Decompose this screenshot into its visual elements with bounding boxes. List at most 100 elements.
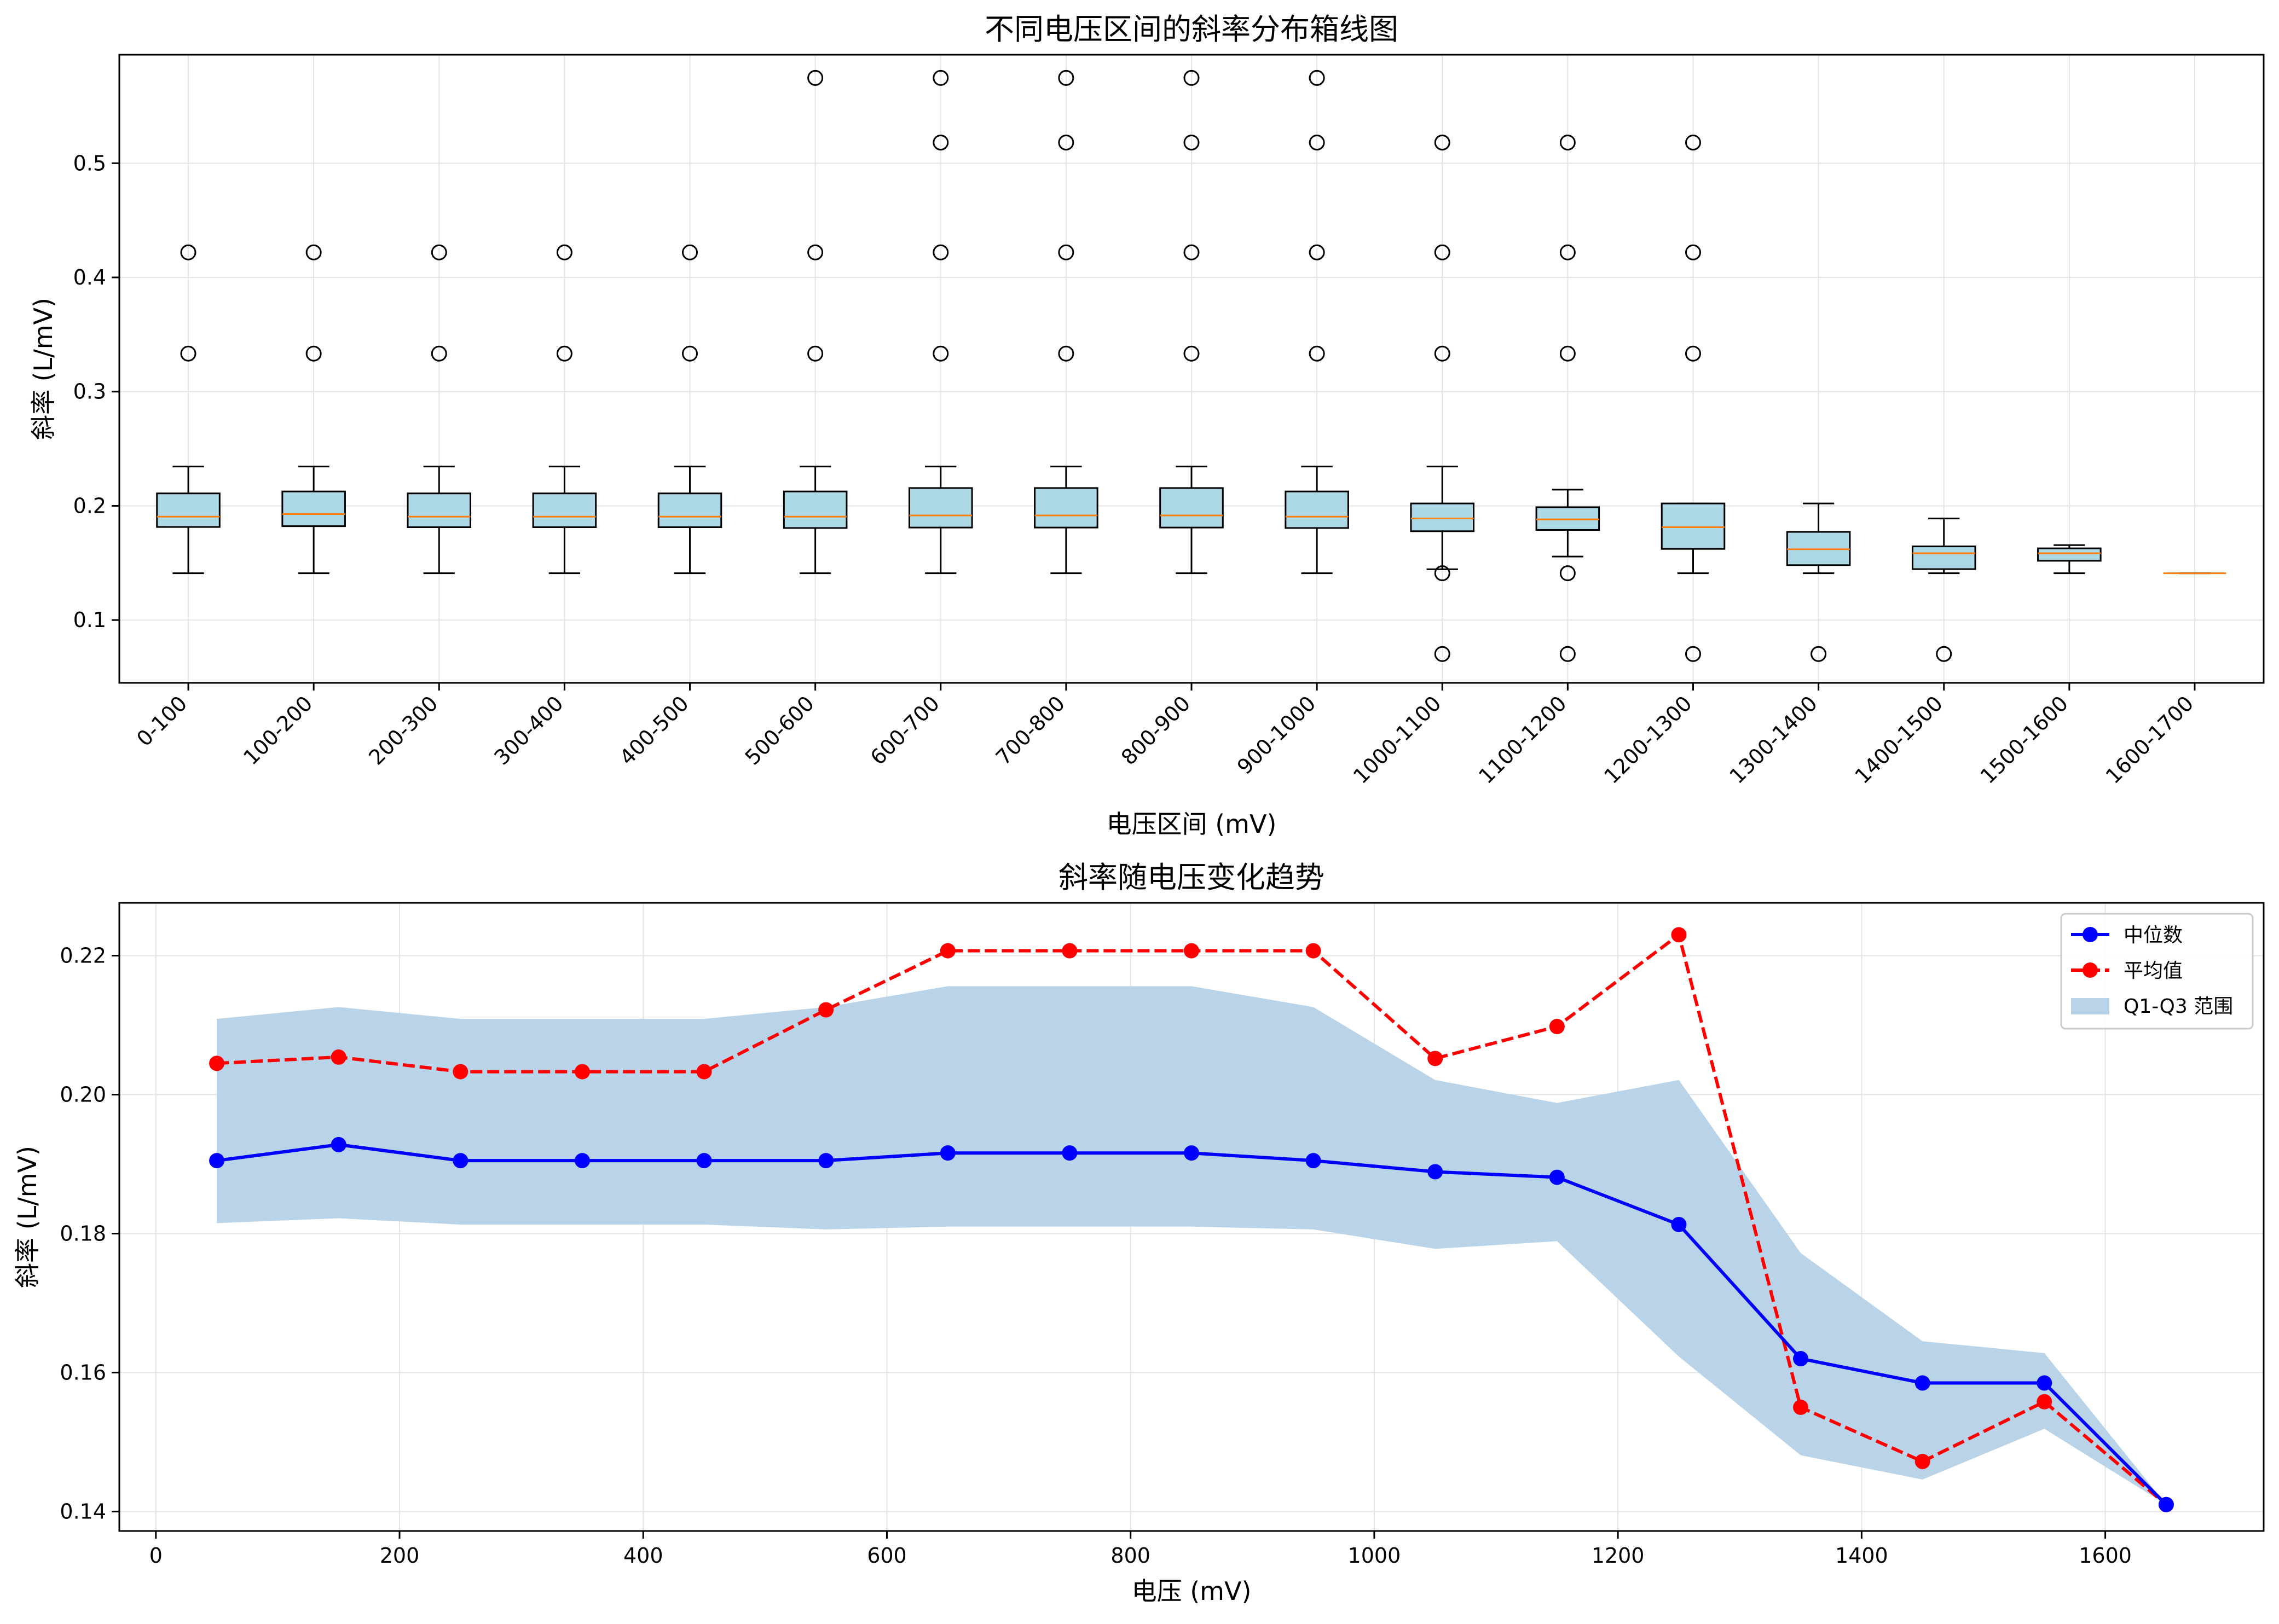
box-outlier [1434,345,1450,362]
box-outlier [1183,345,1200,362]
trend-x-ticks: 0 200 400 600 800 1000 1200 1400 1600 [149,1531,2132,1568]
series-point-median [331,1136,346,1152]
box-outlier [431,244,447,260]
box-outlier [1559,244,1576,260]
box-outlier [1058,135,1074,151]
trend-x-tick-label: 1400 [1835,1544,1888,1568]
series-point-median [574,1153,590,1169]
box-iqr [908,487,973,529]
box-outlier [1309,135,1325,151]
trend-series [209,927,2174,1512]
box-outlier [807,345,824,362]
box-outlier [1183,135,1200,151]
box-outlier [1434,565,1450,582]
box-iqr [1410,502,1475,532]
box-iqr [281,490,346,527]
boxplot-y-tick-label: 0.3 [73,380,106,404]
trend-chart: 0.14 0.16 0.18 0.20 0.22 0 200 400 600 800 1000 12… [13,860,2265,1606]
boxplot-y-ticks: 0.1 0.2 0.3 0.4 0.5 [73,151,119,632]
series-point-median [1184,1145,1199,1161]
box-outlier [1685,244,1701,260]
box-outlier [305,244,322,260]
box-outlier [180,345,196,362]
box-iqr [1911,546,1976,570]
box-outlier [1559,135,1576,151]
legend-median-label: 中位数 [2124,924,2183,947]
box-iqr [1159,487,1224,529]
boxplot-x-axis-label: 电压区间 (mV) [1107,809,1277,839]
series-point-mean [1793,1399,1809,1415]
box-outlier [180,244,196,260]
box-iqr [407,492,472,529]
box-outlier [933,135,949,151]
series-point-mean [818,1002,834,1018]
series-point-mean [1062,943,1078,959]
series-point-median [2158,1497,2174,1512]
trend-x-tick-label: 400 [623,1544,663,1568]
series-point-mean [1671,927,1687,943]
series-point-mean [209,1055,225,1071]
box-outlier [1685,135,1701,151]
trend-y-tick-label: 0.14 [60,1499,106,1523]
box-outlier [1685,646,1701,662]
box-outlier [682,244,698,260]
boxplot-y-tick-label: 0.4 [73,265,106,289]
box-outlier [1559,565,1576,582]
box-outlier [682,345,698,362]
series-point-median [1549,1169,1565,1185]
series-point-median [696,1153,712,1169]
box-iqr [1285,490,1349,529]
series-point-mean [453,1064,468,1080]
trend-x-tick-label: 1200 [1592,1544,1645,1568]
box-outlier [1183,69,1200,86]
legend-band-swatch [2071,998,2109,1014]
box-outlier [1309,345,1325,362]
box-outlier [1434,646,1450,662]
series-point-median [453,1153,468,1169]
box-iqr [657,492,722,529]
box-iqr [156,492,221,528]
trend-title: 斜率随电压变化趋势 [1058,860,1324,895]
trend-y-tick-label: 0.20 [60,1082,106,1106]
boxplot-grid [119,55,2264,683]
series-point-mean [1549,1019,1565,1035]
series-point-median [1671,1216,1687,1232]
trend-x-tick-label: 800 [1110,1544,1150,1568]
box-iqr [783,490,848,529]
legend-mean-marker [2083,962,2098,978]
box-outlier [556,244,572,260]
box-outlier [933,244,949,260]
trend-q1-q3-band [217,986,2166,1505]
series-point-mean [574,1064,590,1080]
trend-x-tick-label: 200 [380,1544,420,1568]
series-point-mean [1184,943,1199,959]
trend-x-tick-label: 600 [867,1544,907,1568]
series-point-median [1914,1375,1930,1391]
legend-median-marker [2083,927,2098,942]
boxplot-y-tick-label: 0.1 [73,608,106,632]
series-point-median [818,1153,834,1169]
series-point-mean [331,1049,346,1065]
series-point-mean [1427,1051,1443,1066]
trend-x-tick-label: 0 [149,1544,163,1568]
series-point-mean [1914,1454,1930,1470]
boxplot-y-tick-label: 0.2 [73,494,106,518]
box-outlier [1058,69,1074,86]
boxplot-y-tick-label: 0.5 [73,151,106,175]
series-point-median [1062,1145,1078,1161]
box-iqr [532,492,597,529]
box-outlier [1309,244,1325,260]
box-outlier [933,345,949,362]
trend-x-tick-label: 1600 [2079,1544,2132,1568]
box-outlier [807,244,824,260]
box-iqr [1535,506,1600,531]
box-iqr [1034,487,1098,529]
box-outlier [1058,244,1074,260]
box-outlier [1936,646,1952,662]
trend-y-tick-label: 0.18 [60,1221,106,1245]
series-point-mean [1305,943,1321,959]
trend-y-ticks: 0.14 0.16 0.18 0.20 0.22 [60,944,119,1523]
box-outlier [556,345,572,362]
